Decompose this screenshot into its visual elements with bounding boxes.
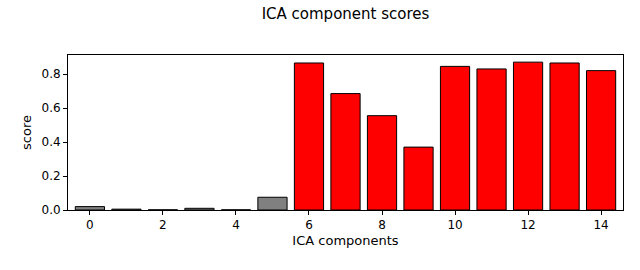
svg-text:2: 2 (159, 218, 167, 232)
svg-text:0.4: 0.4 (42, 135, 61, 149)
svg-text:4: 4 (232, 218, 240, 232)
svg-text:0.0: 0.0 (42, 203, 61, 217)
svg-text:0.8: 0.8 (42, 67, 61, 81)
svg-text:0.6: 0.6 (42, 101, 61, 115)
svg-text:0: 0 (86, 218, 94, 232)
svg-text:0.2: 0.2 (42, 169, 61, 183)
svg-text:14: 14 (593, 218, 608, 232)
svg-text:8: 8 (378, 218, 386, 232)
svg-text:ICA component scores: ICA component scores (262, 5, 430, 23)
svg-text:score: score (19, 115, 34, 150)
svg-text:10: 10 (447, 218, 462, 232)
svg-text:6: 6 (305, 218, 313, 232)
svg-text:ICA components: ICA components (292, 233, 398, 248)
svg-text:12: 12 (520, 218, 535, 232)
